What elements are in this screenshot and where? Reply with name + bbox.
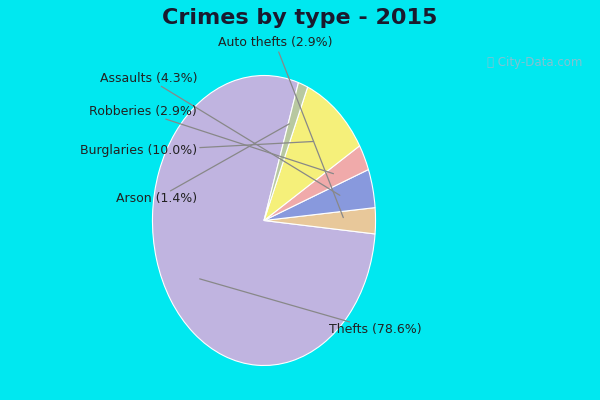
Text: Auto thefts (2.9%): Auto thefts (2.9%): [218, 36, 343, 218]
Wedge shape: [264, 146, 368, 220]
Wedge shape: [264, 87, 359, 220]
Wedge shape: [264, 170, 375, 220]
Text: Robberies (2.9%): Robberies (2.9%): [89, 105, 334, 174]
Wedge shape: [264, 82, 308, 220]
Wedge shape: [152, 76, 375, 366]
Text: Arson (1.4%): Arson (1.4%): [116, 124, 289, 205]
Text: Assaults (4.3%): Assaults (4.3%): [100, 72, 340, 195]
Text: Thefts (78.6%): Thefts (78.6%): [200, 279, 421, 336]
Wedge shape: [264, 208, 376, 234]
Text: Burglaries (10.0%): Burglaries (10.0%): [80, 142, 314, 157]
Text: ⓘ City-Data.com: ⓘ City-Data.com: [487, 56, 582, 69]
Text: Crimes by type - 2015: Crimes by type - 2015: [163, 8, 437, 28]
